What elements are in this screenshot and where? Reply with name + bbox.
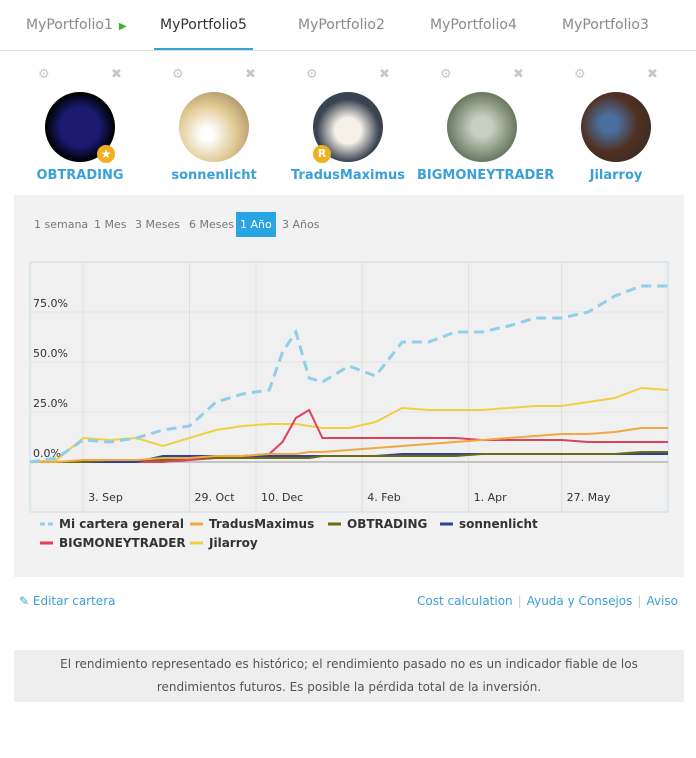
tab-label: MyPortfolio3	[562, 17, 649, 33]
tab-label: MyPortfolio2	[298, 17, 385, 33]
tab[interactable]: MyPortfolio3	[556, 0, 655, 50]
x-tick-label: 1. Apr	[474, 491, 507, 504]
series-line	[30, 408, 668, 463]
series-line	[30, 427, 668, 463]
badge: R	[313, 145, 331, 163]
legend-label: TradusMaximus	[209, 517, 314, 531]
settings-icon[interactable]: ⚙	[38, 67, 50, 82]
period-button[interactable]: 6 Meses	[189, 218, 234, 231]
settings-icon[interactable]: ⚙	[306, 67, 318, 82]
trader-name[interactable]: TradusMaximus	[290, 168, 405, 183]
trader-name[interactable]: BIGMONEYTRADER	[417, 168, 555, 183]
edit-link[interactable]: ✎ Editar cartera	[19, 594, 116, 608]
link[interactable]: Aviso	[646, 594, 678, 608]
play-icon: ▶	[118, 21, 127, 32]
tab[interactable]: MyPortfolio1 ▶	[20, 0, 133, 50]
disclaimer: El rendimiento representado es histórico…	[14, 650, 684, 702]
period-button[interactable]: 3 Años	[282, 218, 320, 231]
tab[interactable]: MyPortfolio5	[154, 0, 253, 50]
trader-name[interactable]: Jilarroy	[589, 168, 643, 183]
x-tick-label: 10. Dec	[261, 491, 303, 504]
tab-label: MyPortfolio4	[430, 17, 517, 33]
disclaimer-text: El rendimiento representado es histórico…	[60, 657, 638, 694]
avatar	[581, 92, 651, 162]
avatar	[179, 92, 249, 162]
remove-icon[interactable]: ✖	[111, 67, 122, 82]
remove-icon[interactable]: ✖	[245, 67, 256, 82]
y-tick-label: 25.0%	[33, 397, 68, 410]
legend-label: sonnenlicht	[459, 517, 538, 531]
tab[interactable]: MyPortfolio2	[292, 0, 391, 50]
x-tick-label: 4. Feb	[367, 491, 400, 504]
period-button[interactable]: 1 Mes	[94, 218, 127, 231]
star-badge: ★	[97, 145, 115, 163]
link[interactable]: Ayuda y Consejos	[526, 594, 633, 608]
right-links: Cost calculation | Ayuda y Consejos | Aviso	[417, 594, 678, 608]
y-tick-label: 0.0%	[33, 447, 61, 460]
legend-label: OBTRADING	[347, 517, 427, 531]
remove-icon[interactable]: ✖	[379, 67, 390, 82]
link-separator: |	[637, 594, 642, 608]
series-line	[29, 284, 668, 464]
x-tick-label: 3. Sep	[88, 491, 123, 504]
remove-icon[interactable]: ✖	[513, 67, 524, 82]
x-tick-label: 29. Oct	[195, 491, 236, 504]
period-button[interactable]: 3 Meses	[135, 218, 180, 231]
trader-name[interactable]: sonnenlicht	[171, 168, 257, 183]
avatar	[447, 92, 517, 162]
period-button[interactable]: 1 Año	[236, 212, 276, 237]
x-tick-label: 27. May	[567, 491, 611, 504]
settings-icon[interactable]: ⚙	[574, 67, 586, 82]
link-separator: |	[517, 594, 522, 608]
legend-label: Mi cartera general	[59, 517, 184, 531]
remove-icon[interactable]: ✖	[647, 67, 658, 82]
settings-icon[interactable]: ⚙	[172, 67, 184, 82]
tab-label: MyPortfolio1	[26, 17, 113, 33]
link[interactable]: Cost calculation	[417, 594, 513, 608]
tab[interactable]: MyPortfolio4	[424, 0, 523, 50]
series-line	[29, 386, 669, 463]
period-button[interactable]: 1 semana	[34, 218, 89, 231]
legend-label: Jilarroy	[208, 536, 258, 550]
edit-text: Editar cartera	[32, 594, 116, 608]
tab-label: MyPortfolio5	[160, 17, 247, 33]
tab-divider	[0, 50, 696, 51]
plot-area	[29, 261, 669, 513]
trader-name[interactable]: OBTRADING	[36, 168, 124, 183]
y-tick-label: 50.0%	[33, 347, 68, 360]
settings-icon[interactable]: ⚙	[440, 67, 452, 82]
legend-label: BIGMONEYTRADER	[59, 536, 186, 550]
y-tick-label: 75.0%	[33, 297, 68, 310]
